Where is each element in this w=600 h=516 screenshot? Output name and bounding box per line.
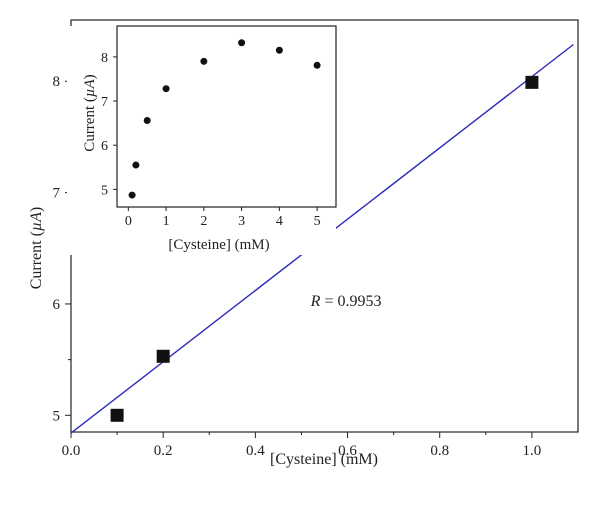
inset-x-tick-label: 5 xyxy=(314,214,321,229)
data-point-square xyxy=(110,408,124,422)
main-x-tick-label: 1.0 xyxy=(523,443,542,459)
main-y-axis-label: Current (µA) xyxy=(28,207,45,290)
main-y-tick-label: 8 xyxy=(53,74,61,90)
inset-plot: 0 1 2 3 4 5 5 6 7 8 [Cysteine] (mM) Current (µA) xyxy=(67,25,337,255)
inset-background xyxy=(67,26,336,255)
main-y-axis-label-unit: µA xyxy=(28,212,45,231)
fit-annotation-value: = 0.9953 xyxy=(320,293,381,310)
main-y-axis-label-suffix: ) xyxy=(28,207,45,212)
data-point-circle xyxy=(128,191,136,199)
main-x-tick-label: 0.4 xyxy=(246,443,265,459)
inset-x-tick-label: 0 xyxy=(125,214,132,229)
main-x-tick-label: 0.6 xyxy=(338,443,357,459)
inset-ticks: 0 1 2 3 4 5 5 6 7 8 xyxy=(101,51,321,229)
inset-y-tick-label: 7 xyxy=(101,95,108,110)
inset-x-tick-label: 2 xyxy=(200,214,207,229)
main-x-axis-label: [Cysteine] (mM) xyxy=(270,451,378,468)
data-point-circle xyxy=(238,39,246,47)
inset-x-tick-label: 4 xyxy=(276,214,283,229)
data-point-circle xyxy=(132,161,140,169)
data-point-circle xyxy=(200,57,208,65)
main-ticks: 0.0 0.2 0.4 0.6 0.8 1.0 5 6 7 8 xyxy=(53,74,542,459)
inset-axes xyxy=(116,25,337,208)
inset-x-tick-label: 3 xyxy=(238,214,245,229)
inset-y-axis-label-suffix: ) xyxy=(82,74,98,79)
inset-x-axis-label: [Cysteine] (mM) xyxy=(168,237,269,253)
inset-y-tick-label: 5 xyxy=(101,183,108,198)
main-y-tick-label: 5 xyxy=(53,408,61,424)
data-point-circle xyxy=(275,46,283,54)
inset-y-axis-label-unit: µA xyxy=(82,78,98,97)
inset-plot-frame xyxy=(116,25,337,208)
main-x-tick-label: 0.2 xyxy=(154,443,173,459)
main-x-tick-label: 0.8 xyxy=(430,443,449,459)
fit-annotation-variable: R xyxy=(310,293,321,310)
inset-y-tick-label: 8 xyxy=(101,51,108,66)
inset-points xyxy=(128,39,321,199)
main-x-tick-label: 0.0 xyxy=(62,443,81,459)
data-point-circle xyxy=(313,61,321,69)
main-y-tick-label: 7 xyxy=(53,186,61,202)
inset-y-tick-label: 6 xyxy=(101,139,108,154)
fit-annotation: R = 0.9953 xyxy=(310,293,382,310)
main-y-tick-label: 6 xyxy=(53,297,61,313)
data-point-square xyxy=(525,75,539,89)
inset-y-axis-label: Current (µA) xyxy=(82,74,98,151)
inset-x-tick-label: 1 xyxy=(163,214,170,229)
inset-y-axis-label-prefix: Current ( xyxy=(82,97,98,152)
main-plot: 0.0 0.2 0.4 0.6 0.8 1.0 5 6 7 8 [Cysteine] (mM) C… xyxy=(28,19,579,468)
data-point-square xyxy=(156,349,170,363)
data-point-circle xyxy=(162,85,170,93)
main-y-axis-label-prefix: Current ( xyxy=(28,231,45,289)
data-point-circle xyxy=(143,116,151,124)
